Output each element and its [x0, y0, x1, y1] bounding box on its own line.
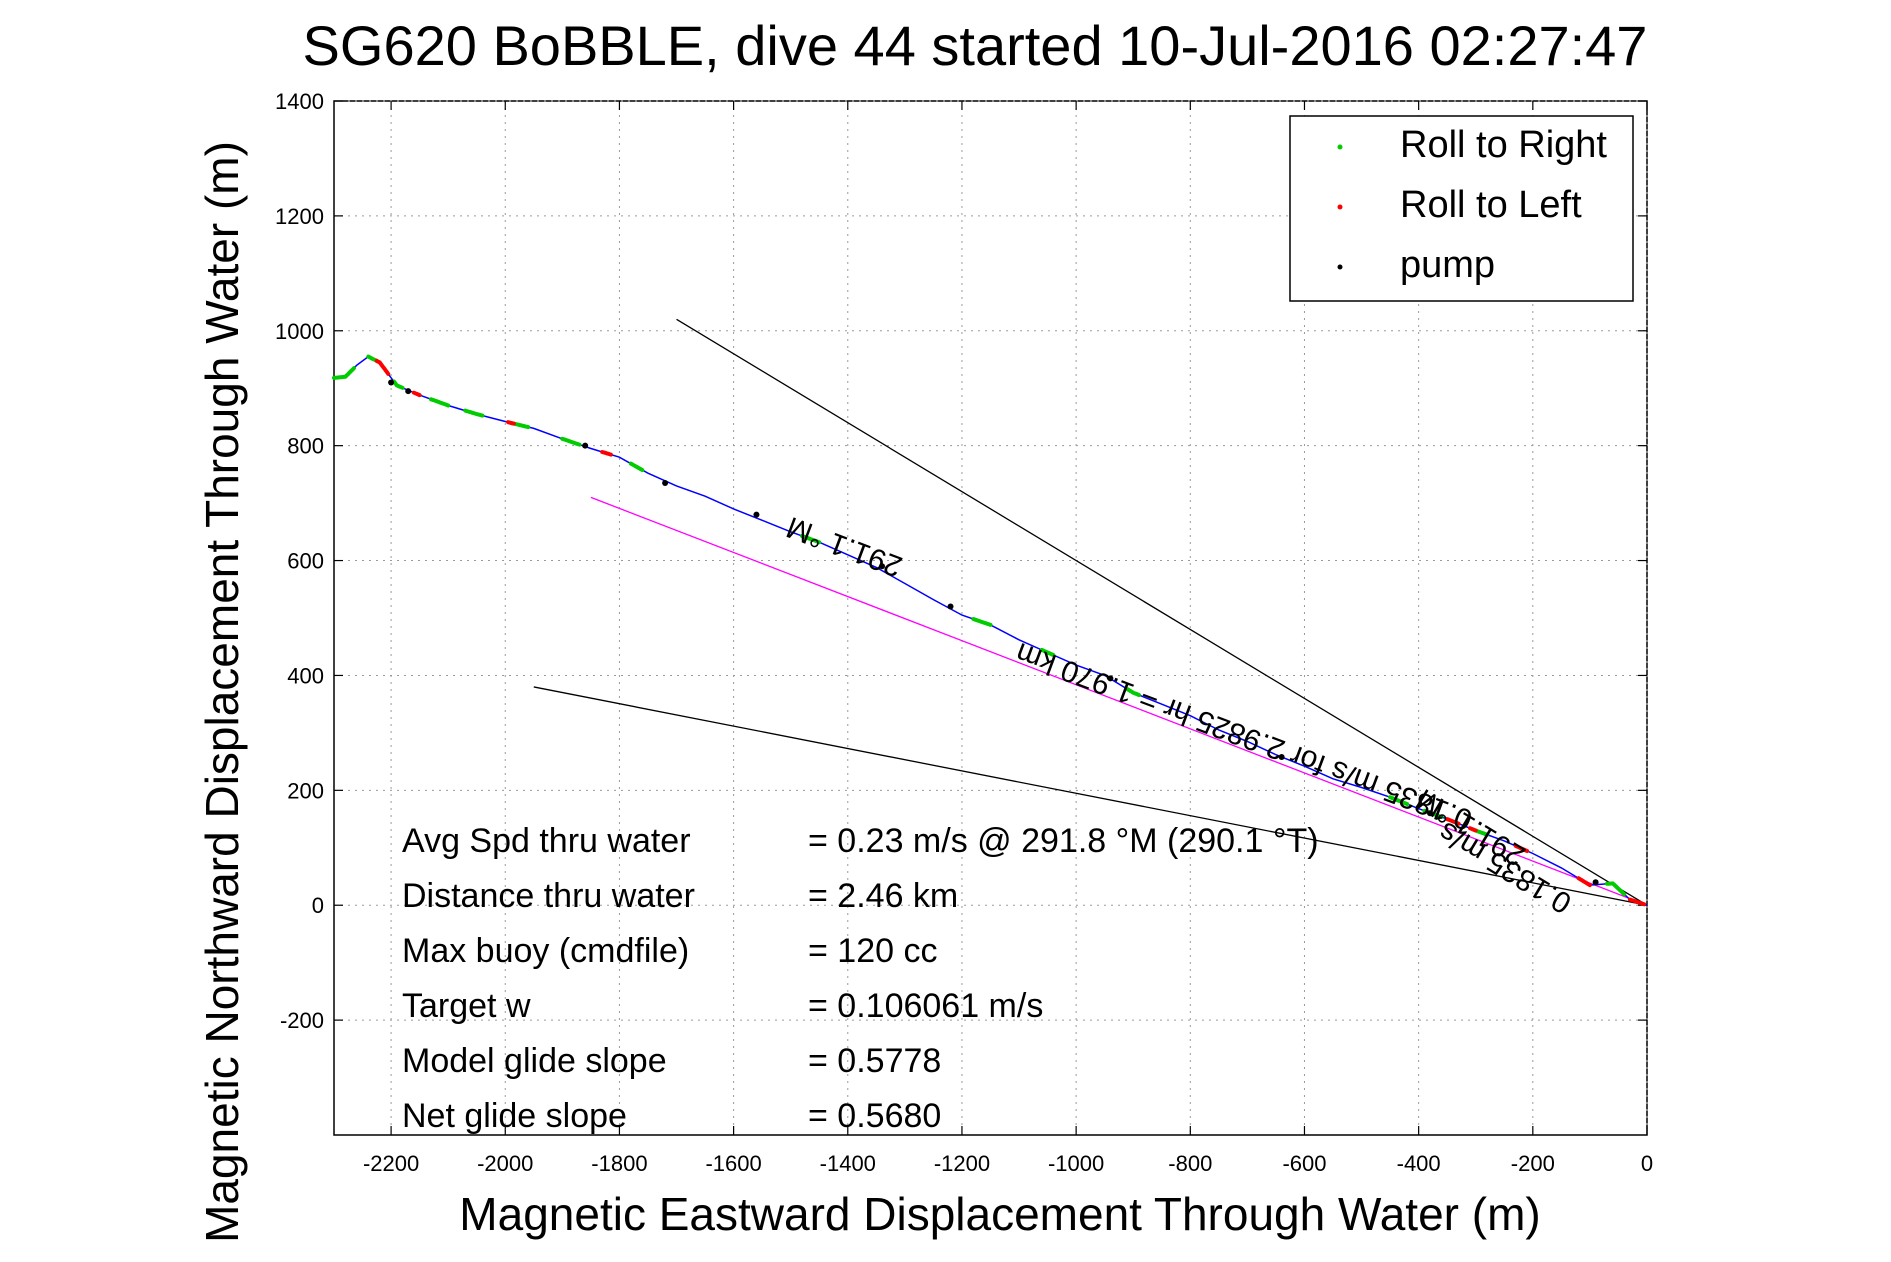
x-tick-label: -400 [1397, 1151, 1441, 1176]
pump-point [753, 511, 760, 518]
roll-left-segment [1445, 817, 1461, 826]
roll-right-segment [463, 408, 485, 418]
pump-point [1278, 754, 1285, 761]
roll-left-segment [1627, 897, 1647, 907]
y-axis-ticks: -200 0 200 400 600 800 1000 1200 1400 [275, 89, 1647, 1033]
pump-point [582, 442, 589, 449]
x-tick-label: -800 [1168, 1151, 1212, 1176]
stats-block: Avg Spd thru water = 0.23 m/s @ 291.8 °M … [402, 822, 1319, 1135]
roll-left-segment [1576, 876, 1592, 888]
pump-point [947, 603, 954, 610]
y-tick-label: 600 [287, 549, 324, 574]
y-tick-label: 400 [287, 663, 324, 688]
y-tick-label: 800 [287, 434, 324, 459]
stat-label: Avg Spd thru water [402, 822, 691, 860]
roll-right-segment [800, 534, 822, 545]
pump-point [879, 563, 886, 570]
grid [334, 100, 1648, 1135]
pump-point [662, 480, 669, 487]
roll-right-segment [1125, 687, 1141, 697]
roll-right-segment [560, 436, 582, 447]
x-tick-label: -200 [1511, 1151, 1555, 1176]
roll-left-segment [1468, 826, 1478, 833]
y-tick-label: -200 [280, 1008, 324, 1033]
reference-lines [533, 318, 1648, 906]
stat-value: = 0.106061 m/s [808, 987, 1043, 1025]
roll-right-segment [1605, 881, 1627, 897]
stat-label: Model glide slope [402, 1042, 667, 1080]
roll-left-segment [1513, 843, 1530, 853]
roll-right-segment [429, 397, 451, 408]
y-tick-label: 1000 [275, 319, 324, 344]
lower-heading-line [533, 686, 1648, 906]
y-axis-label: Magnetic Northward Displacement Through … [196, 141, 248, 1243]
x-tick-label: -2000 [477, 1151, 533, 1176]
legend-items: Roll to Right Roll to Left pump [1337, 124, 1607, 286]
roll-right-segment [391, 379, 405, 390]
x-axis-label: Magnetic Eastward Displacement Through W… [459, 1188, 1540, 1240]
model-line [590, 496, 1648, 906]
x-tick-label: -1200 [934, 1151, 990, 1176]
x-tick-label: -1800 [591, 1151, 647, 1176]
pump-point [1592, 879, 1599, 886]
legend-label: pump [1400, 244, 1495, 286]
stat-label: Net glide slope [402, 1097, 627, 1135]
stat-value: = 0.5680 [808, 1097, 941, 1135]
roll-right-segment [971, 617, 993, 627]
roll-left-segment [374, 358, 391, 376]
x-tick-label: -1600 [705, 1151, 761, 1176]
stat-value: = 120 cc [808, 932, 937, 970]
pump-point [388, 379, 395, 386]
upper-heading-line [676, 318, 1648, 906]
y-tick-label: 1400 [275, 89, 324, 114]
legend: Roll to Right Roll to Left pump [1289, 115, 1634, 302]
pump-point [1107, 675, 1114, 682]
x-tick-label: 0 [1641, 1151, 1653, 1176]
legend-marker [1337, 144, 1343, 150]
roll-right-segment [1039, 647, 1056, 657]
x-axis-ticks: -2200 -2000 -1800 -1600 -1400 -1200 -1000 -800-… [363, 101, 1653, 1176]
legend-label: Roll to Left [1400, 184, 1582, 226]
roll-left-segment [411, 390, 422, 398]
roll-left-segment [600, 450, 613, 457]
x-tick-label: -600 [1282, 1151, 1326, 1176]
stat-value: = 2.46 km [808, 877, 958, 915]
stat-label: Distance thru water [402, 877, 695, 915]
legend-marker [1337, 264, 1343, 270]
pump-point [405, 388, 412, 395]
stat-label: Max buoy (cmdfile) [402, 932, 689, 970]
roll-right-segment [628, 461, 645, 472]
chart-title: SG620 BoBBLE, dive 44 started 10-Jul-201… [303, 14, 1648, 77]
stat-label: Target w [402, 987, 531, 1025]
track-series [332, 354, 1648, 907]
roll-left-segment [506, 420, 516, 426]
roll-right-segment [1473, 828, 1490, 837]
y-tick-label: 200 [287, 778, 324, 803]
legend-marker [1337, 204, 1343, 210]
roll-right-segment [1388, 795, 1410, 807]
x-tick-label: -1400 [820, 1151, 876, 1176]
roll-right-segment [332, 366, 356, 380]
stat-value: = 0.23 m/s @ 291.8 °M (290.1 °T) [808, 822, 1319, 860]
x-tick-label: -1000 [1048, 1151, 1104, 1176]
legend-label: Roll to Right [1400, 124, 1607, 166]
stat-value: = 0.5778 [808, 1042, 941, 1080]
legend-box [1289, 115, 1634, 302]
x-tick-label: -2200 [363, 1151, 419, 1176]
y-tick-label: 1200 [275, 204, 324, 229]
y-tick-label: 0 [312, 893, 324, 918]
pump-point [1427, 810, 1434, 817]
